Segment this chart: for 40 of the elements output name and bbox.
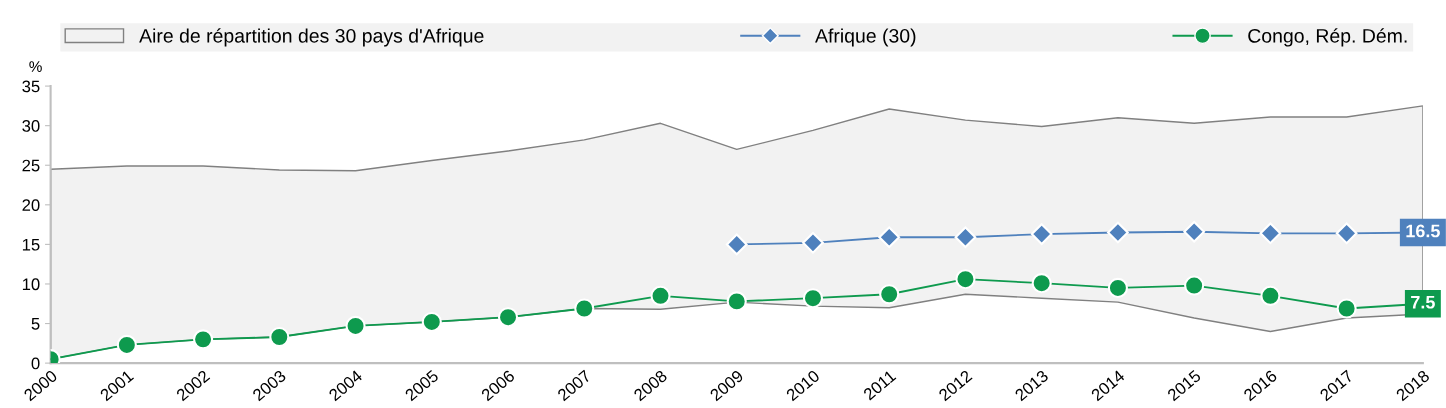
y-tick-label: 25: [22, 159, 40, 172]
point: [1030, 223, 1053, 245]
point: [345, 315, 366, 336]
point: [1260, 285, 1281, 306]
data-label: 16.5: [1406, 224, 1440, 238]
point: [802, 288, 824, 309]
legend-label: Aire de répartition des 30 pays d'Afrique: [139, 28, 484, 47]
point: [1336, 298, 1357, 319]
y-tick-label: 0: [31, 357, 40, 370]
y-tick-label: 35: [22, 80, 40, 93]
point: [1107, 221, 1129, 244]
point: [1183, 220, 1206, 243]
point: [954, 226, 977, 249]
point: [726, 291, 747, 312]
point: [497, 307, 519, 328]
point: [116, 334, 137, 355]
y-tick-label: 5: [31, 318, 40, 330]
y-axis-title: %: [29, 61, 42, 72]
legend-label: Afrique (30): [815, 28, 916, 47]
point: [1259, 222, 1282, 245]
point: [269, 326, 290, 348]
point: [650, 285, 671, 306]
y-tick-label: 20: [22, 199, 40, 212]
point: [421, 311, 442, 333]
legend-label: Congo, Rép. Dém.: [1248, 28, 1407, 47]
point: [725, 233, 748, 256]
point: [1335, 222, 1358, 245]
point: [879, 284, 900, 305]
point: [193, 329, 214, 350]
point: [955, 269, 976, 290]
data-label: 7.5: [1411, 296, 1435, 309]
point: [1184, 275, 1205, 296]
point: [802, 231, 824, 254]
y-tick-label: 30: [22, 120, 40, 132]
point: [1107, 277, 1128, 298]
y-tick-label: 10: [22, 278, 40, 291]
point: [574, 298, 595, 319]
point: [1031, 273, 1052, 294]
point: [878, 226, 901, 249]
y-tick-label: 15: [22, 238, 40, 251]
